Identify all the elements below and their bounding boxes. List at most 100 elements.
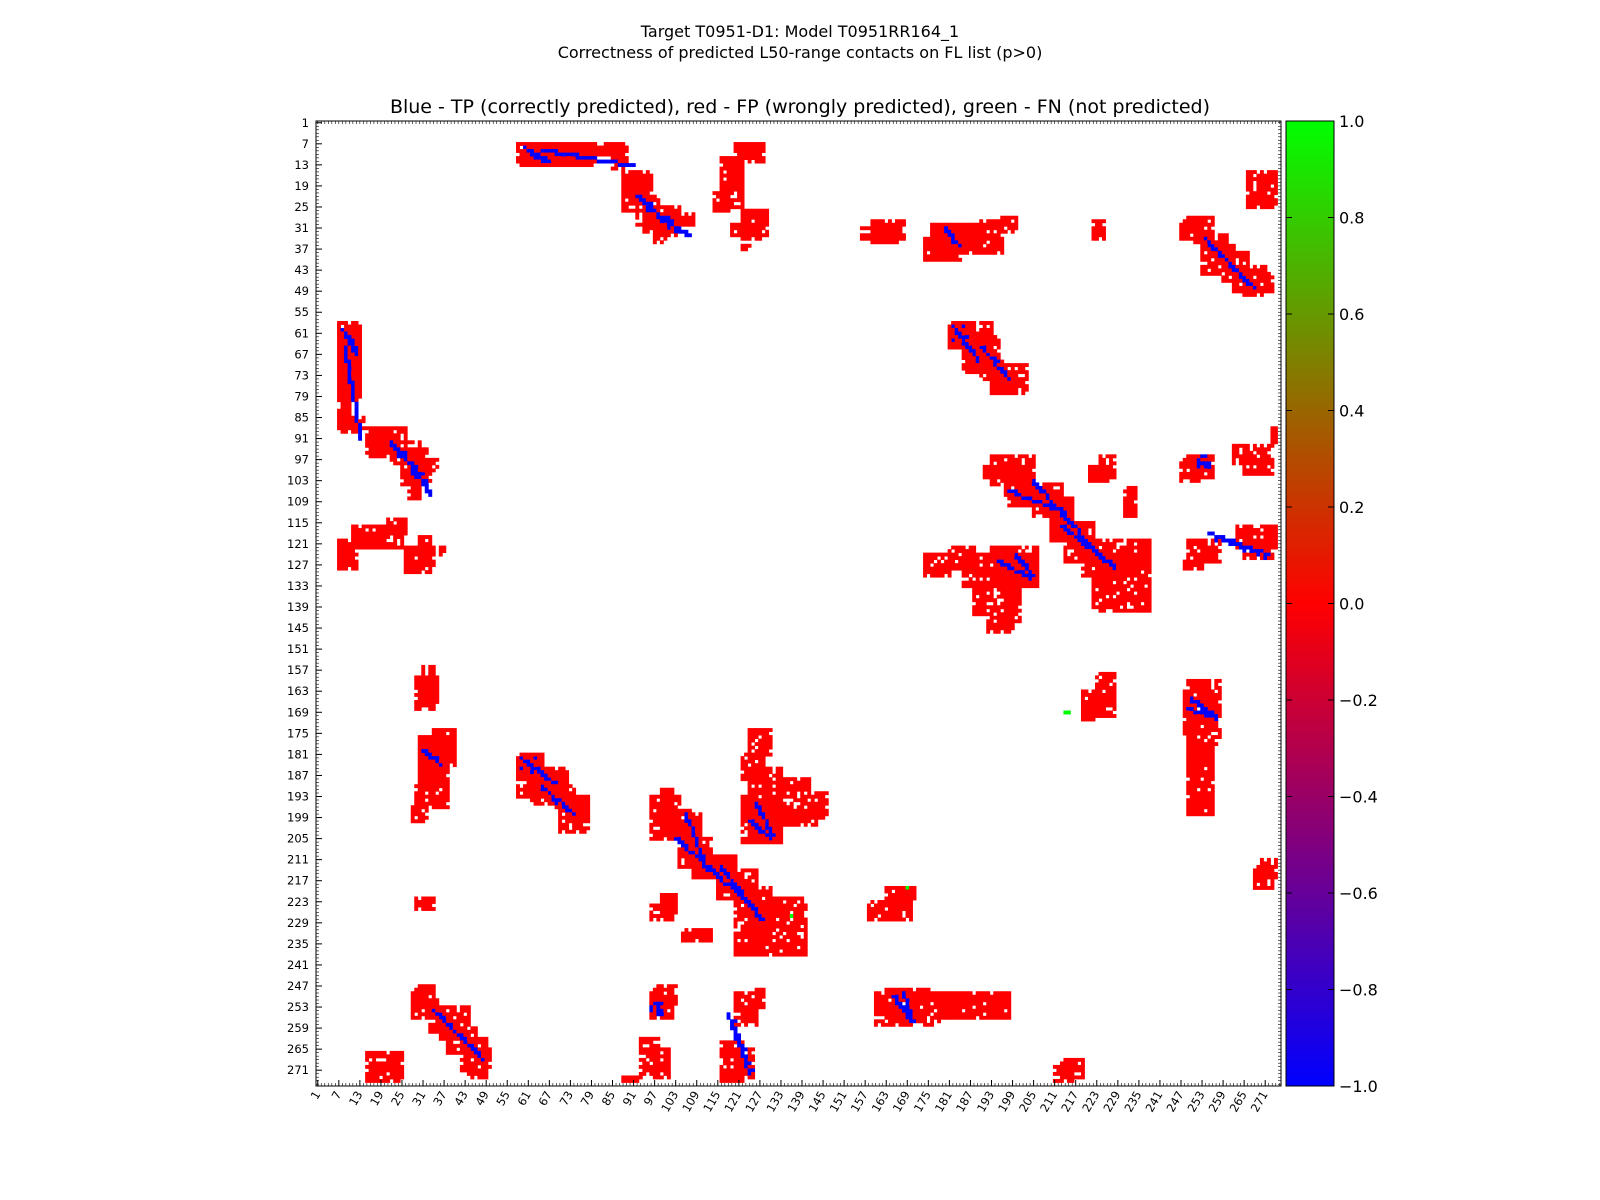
fp-cell: [751, 875, 756, 880]
fp-cell: [965, 580, 970, 585]
fp-cell: [730, 233, 734, 238]
fp-cell: [1252, 177, 1257, 182]
fp-cell: [621, 208, 626, 213]
fp-cell: [961, 328, 966, 332]
fp-cell: [372, 447, 377, 452]
fp-cell: [719, 861, 724, 866]
fp-cell: [421, 468, 426, 473]
fp-cell: [358, 352, 363, 357]
fp-cell: [337, 542, 341, 546]
fp-cell: [716, 208, 720, 213]
fp-cell: [698, 864, 703, 869]
fp-cell: [982, 349, 987, 353]
fp-cell: [368, 454, 373, 459]
fp-cell: [730, 170, 734, 175]
fp-cell: [386, 440, 391, 445]
fp-cell: [758, 742, 763, 747]
fp-cell: [519, 756, 524, 761]
fp-cell: [1073, 559, 1078, 564]
fp-cell: [424, 457, 429, 462]
fp-cell: [670, 808, 675, 813]
fp-cell: [996, 356, 1001, 361]
fp-cell: [733, 871, 738, 876]
fp-cell: [751, 819, 756, 824]
fp-cell: [961, 233, 966, 238]
fp-cell: [765, 808, 770, 813]
fp-cell: [979, 222, 984, 227]
fp-cell: [965, 573, 970, 578]
fp-cell: [1052, 492, 1057, 497]
fp-cell: [923, 257, 927, 262]
fp-cell: [1007, 612, 1012, 617]
fp-cell: [530, 156, 534, 160]
fp-cell: [428, 464, 433, 469]
fp-cell: [523, 766, 527, 771]
fp-cell: [1021, 552, 1026, 557]
fp-cell: [635, 184, 640, 189]
fp-cell: [1242, 282, 1247, 287]
fp-cell: [1056, 531, 1061, 536]
fp-cell: [1024, 485, 1029, 490]
fp-cell: [642, 229, 647, 234]
fp-cell: [1031, 580, 1036, 585]
fp-cell: [726, 177, 731, 182]
fp-cell: [1102, 580, 1106, 585]
fp-cell: [551, 142, 556, 146]
fp-cell: [445, 1015, 450, 1020]
fp-cell: [645, 226, 650, 231]
fp-cell: [1112, 566, 1117, 571]
fp-cell: [1084, 566, 1089, 571]
fp-cell: [691, 822, 696, 827]
fp-cell: [1126, 573, 1131, 578]
fp-cell: [431, 692, 436, 697]
fp-cell: [417, 535, 422, 539]
fp-cell: [537, 145, 541, 150]
fp-cell: [986, 222, 991, 227]
fp-cell: [372, 1068, 377, 1073]
fp-cell: [758, 752, 763, 757]
fp-cell: [733, 205, 738, 210]
fp-cell: [768, 931, 773, 936]
fp-cell: [758, 924, 763, 929]
fp-cell: [410, 464, 415, 469]
fp-cell: [779, 780, 784, 785]
fp-cell: [659, 808, 664, 813]
fp-cell: [933, 247, 938, 252]
fp-cell: [737, 878, 741, 883]
fp-cell: [691, 219, 696, 224]
fp-cell: [1031, 563, 1036, 568]
fp-cell: [484, 1036, 489, 1041]
fp-cell: [996, 359, 1001, 364]
fp-cell: [958, 243, 963, 248]
fp-cell: [1249, 201, 1254, 206]
fp-cell: [354, 384, 359, 389]
fp-cell: [351, 352, 355, 357]
fp-cell: [561, 805, 566, 810]
fp-cell: [421, 773, 426, 778]
fp-cell: [972, 349, 977, 353]
fp-cell: [649, 226, 654, 231]
fp-cell: [754, 826, 759, 831]
fp-cell: [737, 889, 741, 894]
fp-cell: [1021, 475, 1026, 480]
fp-cell: [747, 801, 752, 806]
fp-cell: [424, 703, 429, 708]
fp-cell: [677, 222, 682, 227]
fp-cell: [572, 791, 577, 796]
fp-cell: [344, 401, 348, 406]
fp-cell: [972, 594, 977, 599]
fp-cell: [537, 159, 541, 164]
fp-cell: [530, 145, 534, 150]
fp-cell: [972, 331, 977, 336]
fp-cell: [628, 170, 633, 175]
fp-cell: [1014, 373, 1019, 378]
fp-cell: [445, 1026, 450, 1031]
fp-cell: [1010, 573, 1015, 578]
fp-cell: [733, 184, 738, 189]
fp-cell: [993, 222, 998, 227]
fp-cell: [737, 180, 741, 185]
fp-cell: [1263, 278, 1268, 283]
fp-cell: [547, 777, 552, 782]
fp-cell: [407, 552, 412, 557]
fp-cell: [698, 819, 703, 824]
